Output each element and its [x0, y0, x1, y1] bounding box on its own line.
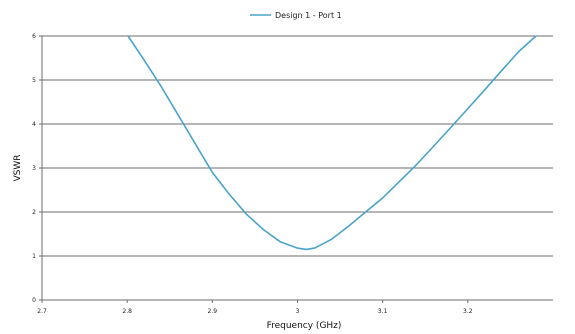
x-tick-label-3: 3 [296, 308, 300, 315]
x-tick-label-2.9: 2.9 [208, 308, 218, 315]
legend-label: Design 1 - Port 1 [275, 11, 342, 20]
y-tick-label-3: 3 [32, 165, 36, 172]
y-tick-label-4: 4 [32, 121, 36, 128]
x-axis-title: Frequency (GHz) [267, 321, 342, 331]
legend: Design 1 - Port 1 [250, 11, 342, 20]
y-tick-label-0: 0 [32, 297, 36, 304]
series-line-0 [127, 35, 537, 251]
y-tick-label-6: 6 [32, 33, 36, 40]
grid-lines [42, 35, 553, 257]
y-tick-label-2: 2 [32, 209, 36, 216]
x-tick-label-2.8: 2.8 [122, 308, 132, 315]
x-tick-label-3.2: 3.2 [463, 308, 473, 315]
y-tick-label-1: 1 [32, 253, 36, 260]
y-axis-title: VSWR [13, 154, 23, 181]
x-tick-label-3.1: 3.1 [378, 308, 388, 315]
x-tick-label-2.7: 2.7 [37, 308, 47, 315]
axes [39, 35, 553, 303]
x-tick-labels: 2.7 2.8 2.9 3 3.1 3.2 [37, 308, 473, 315]
series-lines [127, 35, 537, 251]
y-tick-labels: 0 1 2 3 4 5 6 [32, 33, 36, 304]
y-tick-label-5: 5 [32, 77, 36, 84]
